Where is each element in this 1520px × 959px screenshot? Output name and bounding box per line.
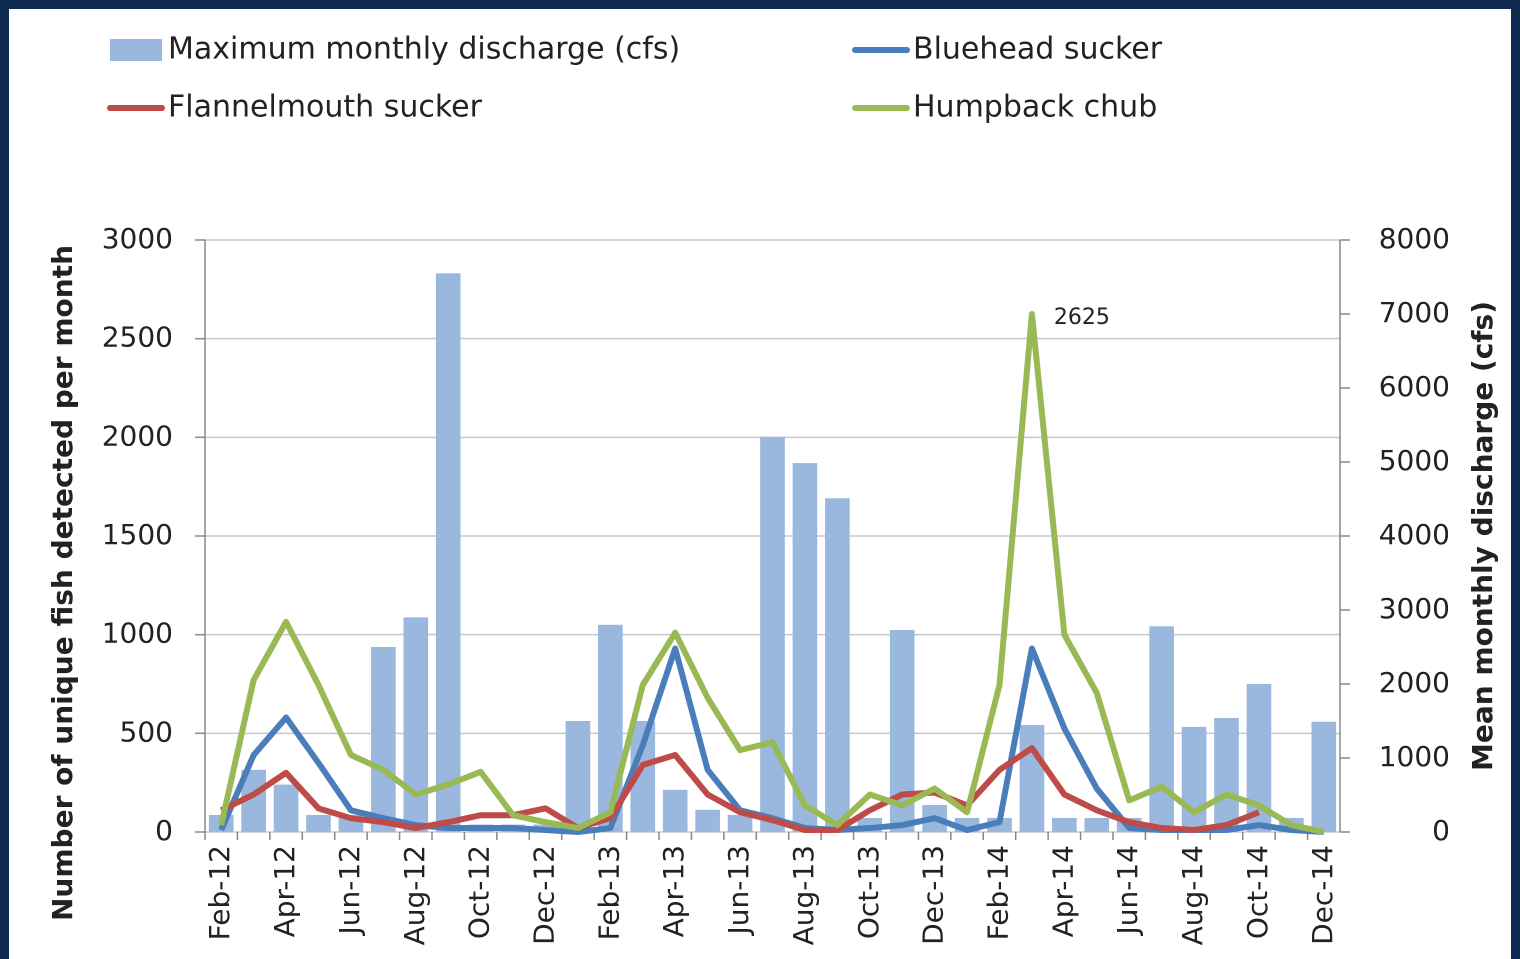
y-tick-label: 500 [120,715,173,748]
bar [371,647,396,832]
bar [565,721,591,832]
bar [1084,817,1110,832]
bar [306,814,331,832]
y2-tick-label: 3000 [1379,592,1450,625]
bar [1214,718,1239,832]
legend-label: Flannelmouth sucker [168,90,483,125]
y-tick-label: 0 [155,814,173,847]
y2-axis-title: Mean monthly discharge (cfs) [1466,301,1499,771]
line [218,311,1325,835]
x-tick-label: Dec-12 [528,845,561,945]
x-tick-label: Dec-13 [917,845,950,945]
y2-tick-label: 1000 [1379,740,1450,773]
bar [792,463,818,832]
y-tick-label: 3000 [102,222,173,255]
x-tick-label: Jun-13 [722,845,755,936]
y-tick-label: 2000 [102,419,173,452]
y2-tick-label: 8000 [1379,222,1450,255]
bar [1311,721,1337,832]
y2-tick-label: 6000 [1379,370,1450,403]
bar [403,617,429,832]
x-tick-label: Aug-14 [1176,845,1209,945]
annotation: 2625 [1054,305,1110,330]
y-tick-label: 2500 [102,321,173,354]
legend-label: Bluehead sucker [913,32,1163,67]
x-tick-label: Oct-14 [1241,845,1274,939]
bar [727,814,753,832]
x-tick-label: Apr-13 [657,845,690,937]
y-tick-label: 1500 [102,518,173,551]
y2-tick-label: 2000 [1379,666,1450,699]
y-axis-title: Number of unique fish detected per month [46,245,79,921]
bar [273,784,299,832]
x-tick-label: Aug-13 [787,845,820,945]
bar [598,624,623,832]
legend-swatch [110,39,162,61]
x-tick-label: Aug-12 [398,845,431,945]
y-tick-label: 1000 [102,617,173,650]
x-tick-label: Feb-12 [203,845,236,940]
x-tick-label: Feb-14 [982,845,1015,940]
bar [1181,726,1207,832]
x-tick-label: Oct-13 [852,845,885,939]
x-tick-label: Apr-12 [268,845,301,937]
y2-tick-label: 5000 [1379,444,1450,477]
bar [662,789,688,832]
y2-tick-label: 7000 [1379,296,1450,329]
bar [760,436,785,832]
line [219,745,1261,834]
x-tick-label: Apr-14 [1046,845,1079,937]
legend-label: Maximum monthly discharge (cfs) [168,32,680,67]
bar [1052,817,1077,832]
x-tick-label: Jun-14 [1111,845,1144,936]
y2-tick-label: 4000 [1379,518,1450,551]
bar [825,498,850,832]
bar [1149,626,1174,832]
bar [1019,725,1045,832]
x-tick-label: Feb-13 [592,845,625,940]
y2-tick-label: 0 [1432,814,1450,847]
legend-label: Humpback chub [913,90,1157,125]
bar [435,273,461,832]
x-tick-label: Dec-14 [1306,845,1339,945]
bar [695,809,720,832]
x-tick-label: Jun-12 [333,845,366,936]
x-tick-label: Oct-12 [463,845,496,939]
